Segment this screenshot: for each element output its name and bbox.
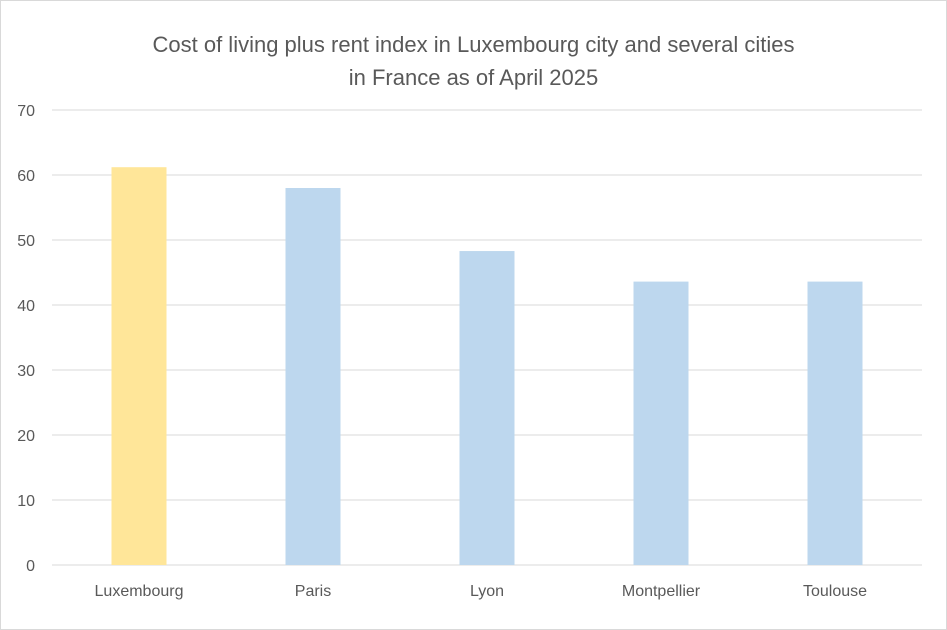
bar-luxembourg [111, 167, 167, 565]
y-tick-label: 40 [17, 298, 35, 315]
chart-title: Cost of living plus rent index in Luxemb… [0, 28, 947, 94]
chart-title-line-1: Cost of living plus rent index in Luxemb… [152, 32, 795, 57]
bar-toulouse [807, 281, 863, 565]
bars [111, 167, 863, 566]
x-category-label: Toulouse [803, 583, 867, 600]
y-tick-label: 50 [17, 233, 35, 250]
bar-lyon [459, 251, 515, 566]
bar-paris [285, 188, 341, 565]
x-axis-category-labels: Luxembourg Paris Lyon Montpellier Toulouse [95, 583, 868, 600]
y-axis-tick-labels: 0 10 20 30 40 50 60 70 [17, 103, 35, 575]
y-tick-label: 10 [17, 493, 35, 510]
x-category-label: Montpellier [622, 583, 701, 600]
x-category-label: Lyon [470, 583, 504, 600]
y-tick-label: 0 [26, 558, 35, 575]
y-tick-label: 30 [17, 363, 35, 380]
y-tick-label: 20 [17, 428, 35, 445]
x-category-label: Luxembourg [95, 583, 184, 600]
y-tick-label: 60 [17, 168, 35, 185]
bar-montpellier [633, 281, 689, 565]
chart-title-line-2: in France as of April 2025 [348, 65, 599, 90]
x-category-label: Paris [295, 583, 331, 600]
y-tick-label: 70 [17, 103, 35, 120]
